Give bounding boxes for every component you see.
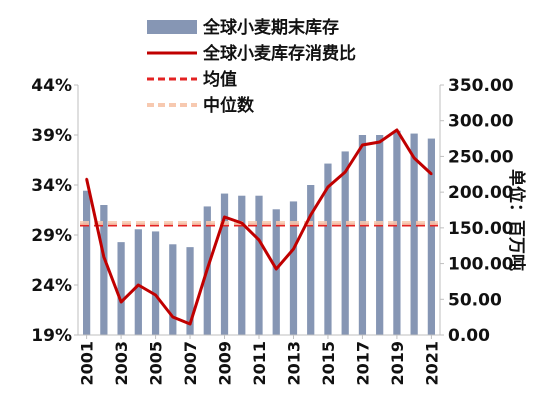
ratio-point-2006	[171, 315, 175, 319]
right-tick-label: 300.00	[448, 112, 514, 132]
x-tick-label: 2001	[78, 341, 97, 386]
bar-2013	[289, 201, 298, 335]
right-axis-title: 单位：百万吨	[506, 169, 527, 271]
ratio-point-2009	[223, 215, 226, 219]
bar-2020	[410, 133, 418, 335]
legend-item-2: 均值	[147, 69, 237, 90]
ratio-point-2017	[361, 143, 364, 147]
ratio-point-2005	[154, 293, 157, 297]
x-tick-label: 2011	[250, 341, 269, 386]
left-tick-label: 19%	[31, 326, 72, 346]
bar-2011	[255, 195, 263, 335]
bar-2018	[376, 135, 384, 335]
bar-2005	[151, 231, 160, 335]
ratio-point-2019	[395, 128, 399, 132]
ratio-point-2012	[275, 267, 278, 271]
right-tick-label: 200.00	[448, 183, 514, 203]
ratio-point-2011	[257, 238, 261, 242]
bar-2021	[427, 138, 435, 335]
bar-2014	[307, 185, 315, 335]
bar-2015	[324, 163, 332, 335]
ratio-point-2021	[430, 172, 433, 176]
ratio-point-2013	[292, 247, 295, 251]
bar-2012	[272, 209, 280, 335]
ratio-point-2020	[412, 156, 416, 160]
bar-2003	[117, 242, 125, 335]
x-tick-label: 2005	[147, 341, 166, 386]
axes-layer: 19% 24% 29% 34% 39% 44% 0.00 50.00 100.00 150.00 2…	[31, 76, 527, 386]
bar-2009	[220, 193, 229, 335]
right-tick-label: 250.00	[448, 147, 514, 167]
bar-2019	[393, 130, 401, 335]
x-tick-label: 2019	[388, 341, 407, 386]
bar-2010	[238, 195, 246, 335]
ratio-point-2018	[378, 140, 381, 144]
legend-item-0: 全球小麦期末库存	[147, 17, 339, 38]
ratio-point-2007	[188, 322, 192, 326]
bar-2017	[358, 135, 367, 335]
x-tick-label: 2003	[112, 341, 131, 386]
ratio-point-2008	[206, 267, 209, 271]
ratio-line-layer	[85, 128, 433, 326]
reference-lines-layer	[80, 221, 438, 227]
bar-2006	[169, 244, 177, 335]
x-tick-label: 2015	[319, 341, 338, 386]
ratio-point-2014	[309, 213, 312, 217]
left-tick-label: 44%	[31, 76, 72, 96]
ratio-point-2002	[102, 255, 106, 259]
legend-label: 全球小麦期末库存	[202, 17, 339, 38]
ratio-point-2010	[240, 221, 243, 225]
left-tick-label: 39%	[31, 126, 72, 146]
left-tick-label: 24%	[31, 276, 72, 296]
legend-swatch-bar	[147, 20, 197, 34]
bar-2004	[134, 229, 142, 335]
ratio-point-2015	[326, 185, 330, 189]
bar-2002	[100, 205, 108, 335]
legend-item-1: 全球小麦库存消费比	[147, 43, 356, 64]
right-tick-label: 150.00	[448, 219, 514, 239]
left-tick-label: 34%	[31, 176, 72, 196]
x-tick-label: 2017	[353, 341, 372, 386]
legend-item-3: 中位数	[147, 95, 255, 116]
ratio-point-2016	[343, 170, 347, 174]
bars-layer	[83, 130, 435, 335]
legend-label: 均值	[203, 69, 237, 90]
x-tick-label: 2013	[284, 341, 303, 386]
ratio-point-2003	[119, 300, 123, 304]
left-tick-label: 29%	[31, 226, 72, 246]
x-tick-label: 2007	[181, 341, 200, 386]
right-tick-label: 0.00	[448, 326, 490, 346]
ratio-point-2001	[85, 177, 88, 181]
bar-2007	[186, 247, 194, 335]
ratio-point-2004	[137, 283, 140, 287]
legend-label: 全球小麦库存消费比	[202, 43, 356, 64]
legend-label: 中位数	[203, 95, 255, 116]
x-tick-label: 2021	[422, 341, 441, 386]
right-tick-label: 100.00	[448, 255, 514, 275]
x-tick-label: 2009	[216, 341, 235, 386]
bar-2001	[83, 190, 91, 335]
bar-2016	[341, 151, 349, 335]
right-tick-label: 50.00	[448, 290, 502, 310]
right-tick-label: 350.00	[448, 76, 514, 96]
